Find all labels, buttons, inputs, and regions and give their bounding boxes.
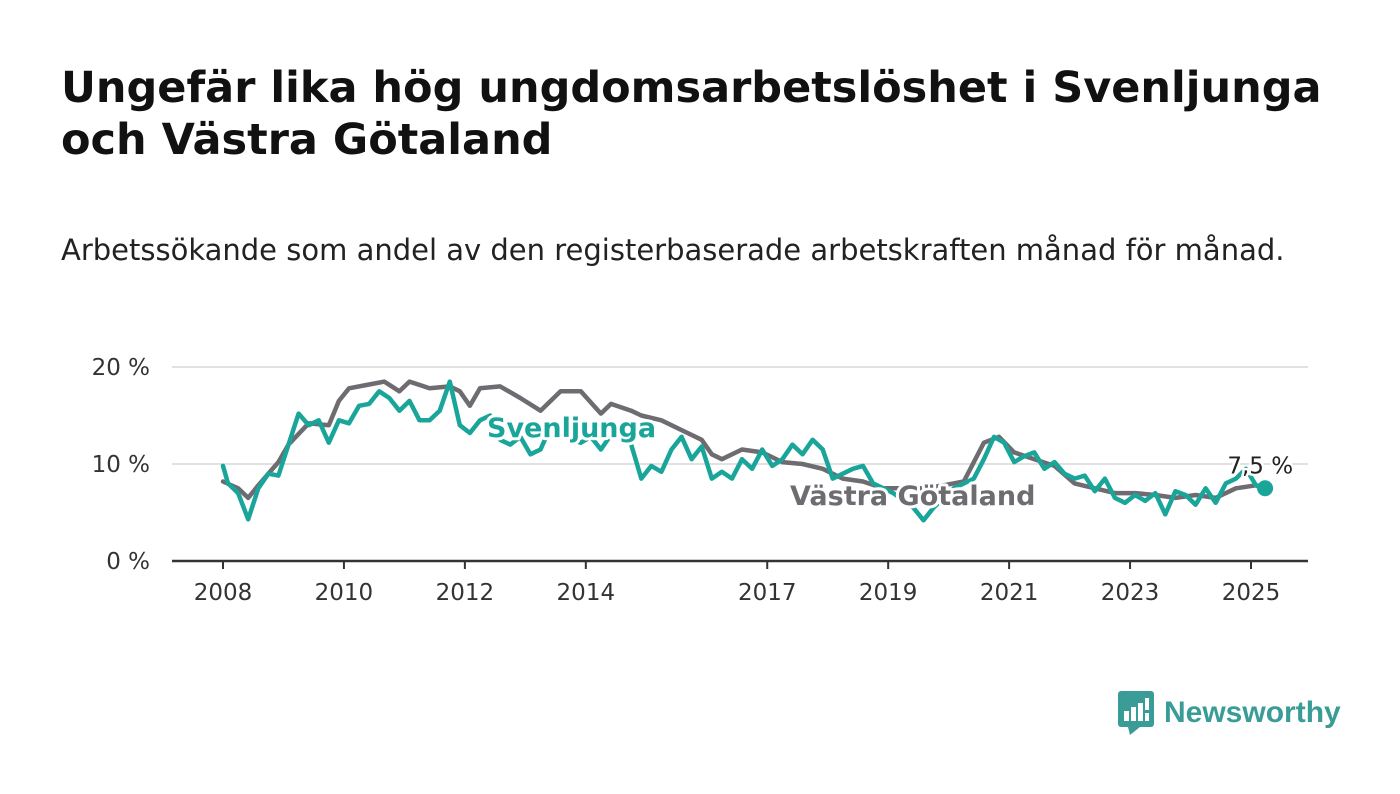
- x-tick-label: 2019: [859, 580, 918, 606]
- series-label-v-stra-g-taland: Västra Götaland: [790, 481, 1035, 512]
- chart-title: Ungefär lika hög ungdomsarbetslöshet i S…: [61, 63, 1322, 165]
- brand-name: Newsworthy: [1164, 696, 1341, 729]
- x-tick-label: 2008: [194, 580, 253, 606]
- end-point-marker: [1257, 480, 1274, 497]
- series-line-svenljunga: [220, 379, 1264, 523]
- series-line-v-stra-g-taland: [220, 379, 1264, 501]
- end-value-label: 7,5 %: [1227, 453, 1293, 479]
- x-tick-label: 2023: [1101, 580, 1160, 606]
- x-tick-label: 2017: [738, 580, 797, 606]
- y-tick-label: 0 %: [106, 549, 150, 575]
- newsworthy-logo-icon: [1118, 691, 1154, 735]
- line-chart: 0 % 10 % 20 % 2008 2010 2012 2014 2017 2019 2021…: [92, 355, 1308, 606]
- series-lines: [220, 379, 1274, 523]
- x-tick-label: 2012: [436, 580, 495, 606]
- series-label-svenljunga: Svenljunga: [487, 413, 656, 444]
- series-labels: 7,5 % Svenljunga Västra Götaland: [484, 410, 1296, 515]
- y-tick-label: 20 %: [92, 355, 150, 381]
- y-axis-ticks: 0 % 10 % 20 %: [92, 355, 150, 575]
- x-tick-label: 2021: [980, 580, 1039, 606]
- x-tick-label: 2014: [557, 580, 616, 606]
- x-axis-ticks: 2008 2010 2012 2014 2017 2019 2021 2023 2025: [194, 561, 1281, 606]
- x-tick-label: 2010: [315, 580, 374, 606]
- brand-logo: Newsworthy: [1118, 690, 1341, 736]
- chart-subtitle: Arbetssökande som andel av den registerb…: [61, 233, 1285, 267]
- x-tick-label: 2025: [1222, 580, 1281, 606]
- y-tick-label: 10 %: [92, 452, 150, 478]
